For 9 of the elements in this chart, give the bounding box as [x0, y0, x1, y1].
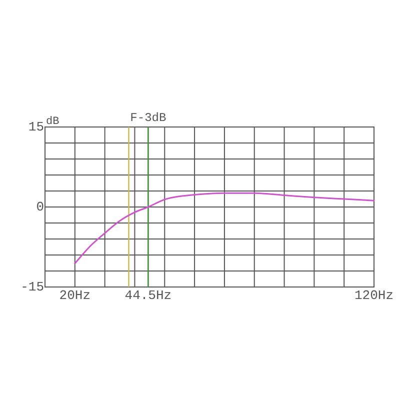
x-tick-label: 120Hz	[354, 288, 394, 303]
ref-line-label: F-3dB	[130, 111, 166, 125]
y-axis-title: dB	[46, 116, 60, 128]
x-tick-label: 44.5Hz	[124, 288, 172, 303]
y-tick-label: 0	[36, 199, 44, 214]
line-series	[74, 192, 375, 264]
x-tick-label: 20Hz	[59, 288, 91, 303]
y-tick-label: 15	[28, 119, 44, 134]
y-tick-label: -15	[20, 279, 44, 294]
